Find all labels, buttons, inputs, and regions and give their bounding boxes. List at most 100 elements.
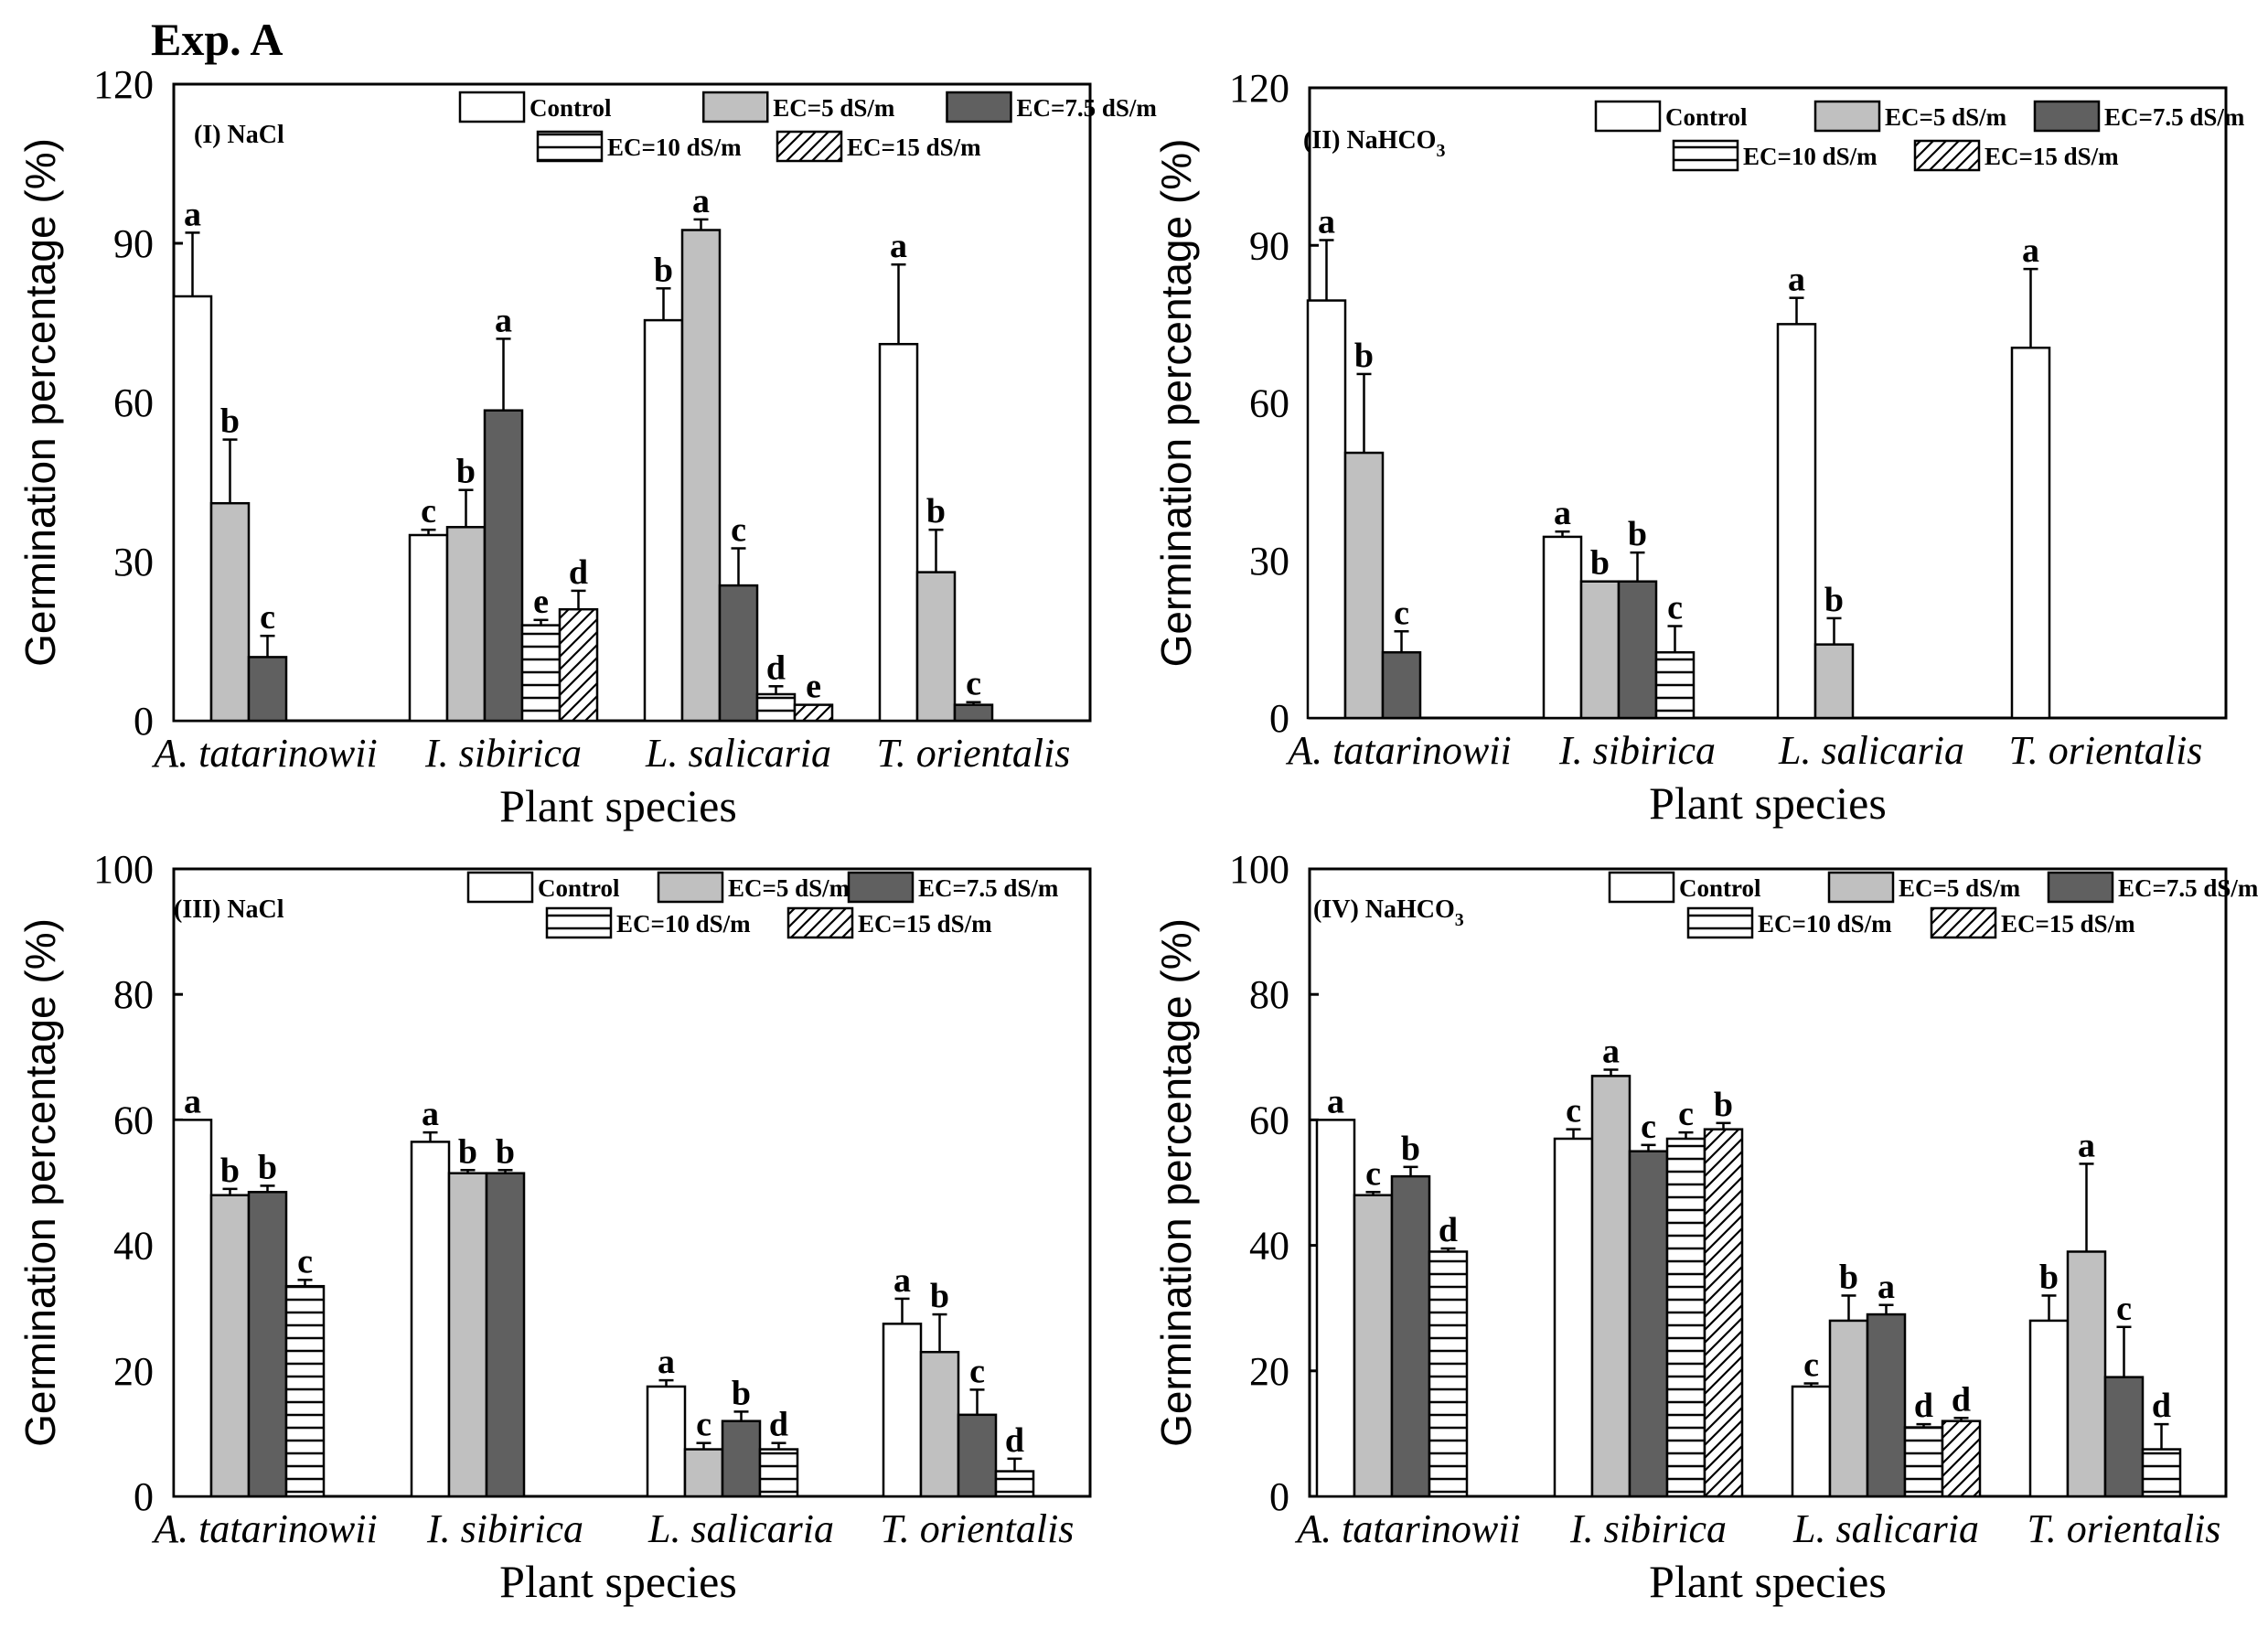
x-category-label: T. orientalis [877, 731, 1071, 776]
significance-letter: a [2078, 1126, 2095, 1164]
y-axis-label: Germination percentage (%) [16, 138, 64, 667]
bar [1866, 1312, 1907, 1498]
significance-letter: b [1354, 337, 1374, 375]
bar [1390, 1174, 1431, 1498]
bar [1828, 1319, 1869, 1498]
bar [643, 318, 684, 723]
chart-panel-4: 0 20 40 60 80 100 A. tatarinowii I. sibirica L. … [1152, 847, 2259, 1607]
y-tick-label: 100 [1229, 847, 1289, 892]
significance-letter: c [731, 511, 746, 550]
legend: Control EC=5 dS/m EC=7.5 dS/m EC=10 dS/m EC=… [1594, 100, 2245, 172]
significance-letter: c [260, 598, 275, 637]
bar [1353, 1194, 1394, 1498]
y-tick-label: 90 [1249, 223, 1289, 268]
bar [1776, 323, 1817, 720]
significance-letter: d [766, 648, 786, 687]
significance-letter: a [890, 227, 907, 265]
bar [247, 656, 288, 723]
bar [1381, 650, 1422, 720]
bar [646, 1385, 687, 1498]
y-tick-label: 20 [113, 1349, 154, 1394]
significance-letter: a [184, 195, 201, 233]
significance-letter: c [1667, 589, 1683, 627]
x-category-label: L. salicaria [647, 1506, 834, 1551]
significance-letter: e [533, 583, 549, 621]
bar [1665, 1137, 1706, 1498]
significance-letter: c [1394, 594, 1409, 632]
bar [485, 1172, 526, 1498]
bar [1654, 650, 1696, 720]
bar [1813, 643, 1855, 720]
y-axis-label: Germination percentage (%) [1152, 139, 1200, 668]
legend-label: EC=7.5 dS/m [2118, 874, 2259, 902]
legend-label: EC=15 dS/m [1984, 143, 2119, 170]
panel-title: (III) NaCl [174, 895, 284, 924]
legend-label: EC=7.5 dS/m [918, 874, 1059, 902]
legend-swatch [2047, 871, 2114, 904]
bar [683, 1448, 724, 1498]
x-category-label: T. orientalis [881, 1506, 1075, 1551]
significance-letter: a [184, 1082, 201, 1120]
significance-letter: c [1641, 1108, 1656, 1146]
significance-letter: b [1401, 1130, 1420, 1168]
x-axis-label: Plant species [1649, 777, 1887, 829]
legend-swatch [1930, 906, 1997, 939]
bar [2103, 1376, 2145, 1498]
y-tick-label: 0 [1269, 696, 1289, 741]
bar [1903, 1426, 1944, 1498]
bar [680, 229, 722, 723]
y-tick-label: 60 [1249, 1098, 1289, 1142]
bar [2010, 346, 2051, 720]
bar [410, 1141, 451, 1498]
significance-letter: d [1952, 1380, 1971, 1419]
legend-label: Control [530, 94, 612, 122]
x-category-label: A. tatarinowii [151, 1506, 377, 1551]
bar [445, 526, 487, 723]
significance-letter: c [421, 492, 436, 530]
significance-letter: c [696, 1406, 711, 1444]
bar [1315, 1119, 1356, 1498]
significance-letter: d [1914, 1387, 1933, 1425]
bar [209, 501, 251, 723]
x-category-label: A. tatarinowii [151, 731, 377, 776]
x-category-label: I. sibirica [1558, 728, 1716, 773]
significance-letter: c [966, 665, 981, 703]
bar [1703, 1128, 1744, 1498]
bar [247, 1191, 288, 1498]
significance-letter: a [422, 1095, 439, 1133]
bar [558, 607, 599, 723]
legend-swatch [1594, 100, 1662, 133]
x-category-label: A. tatarinowii [1285, 728, 1511, 773]
legend-label: Control [1665, 103, 1748, 131]
x-category-label: I. sibirica [426, 1506, 583, 1551]
significance-letter: b [1714, 1086, 1733, 1124]
chart-panel-1: 0 30 60 90 120 A. tatarinowii I. sibirica L. sa… [16, 62, 1157, 831]
bar [755, 692, 797, 723]
y-tick-label: 30 [1249, 539, 1289, 584]
bar [953, 703, 994, 723]
bar [1428, 1250, 1469, 1498]
bar [2028, 1319, 2070, 1498]
legend-label: Control [1679, 874, 1761, 902]
significance-letter: b [1590, 544, 1610, 583]
significance-letter: a [2022, 231, 2039, 270]
x-category-label: T. orientalis [2027, 1506, 2221, 1551]
legend-swatch [786, 906, 854, 939]
bar [483, 409, 524, 723]
bar [793, 703, 834, 723]
legend: Control EC=5 dS/m EC=7.5 dS/m EC=10 dS/m EC=… [466, 871, 1059, 939]
significance-letter: b [458, 1132, 477, 1171]
bar [1542, 535, 1583, 720]
bar [878, 342, 919, 723]
y-tick-label: 120 [93, 62, 154, 107]
legend-label: EC=10 dS/m [1743, 143, 1878, 170]
bar [919, 1350, 960, 1498]
significance-letter: a [1554, 494, 1571, 532]
legend-label: EC=5 dS/m [1899, 874, 2021, 902]
bar [408, 533, 449, 723]
bar [718, 584, 759, 723]
legend-swatch [2033, 100, 2101, 133]
bar [209, 1194, 251, 1498]
x-axis-label: Plant species [499, 780, 737, 831]
